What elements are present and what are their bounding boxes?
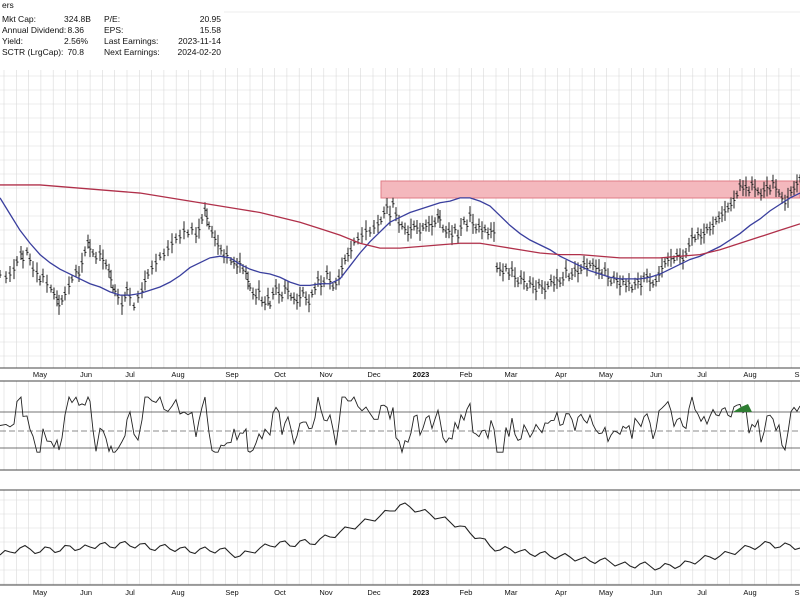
- x-tick-label: Nov: [319, 370, 333, 379]
- chart-title-fragment: ers: [2, 0, 14, 10]
- x-tick-label: Oct: [274, 588, 287, 597]
- x-tick-label: 2023: [413, 588, 430, 597]
- x-tick-label: Aug: [743, 370, 756, 379]
- stat-value-pe: 20.95: [199, 14, 221, 24]
- relative-strength-line: [0, 502, 800, 571]
- stat-value-yield: 2.56%: [64, 36, 89, 46]
- x-tick-label: Aug: [743, 588, 756, 597]
- stat-label-pe: P/E:: [104, 14, 121, 24]
- resistance-zone: [380, 180, 800, 199]
- x-tick-label: Mar: [505, 370, 518, 379]
- x-tick-label: 2023: [413, 370, 430, 379]
- x-tick-label: Sep: [225, 588, 238, 597]
- stat-label-yield: Yield:: [2, 36, 23, 46]
- stat-label-mkt-cap: Mkt Cap:: [2, 14, 37, 24]
- x-tick-label: Sep: [225, 370, 238, 379]
- x-tick-label: Dec: [367, 370, 381, 379]
- ma-short-line: [0, 192, 800, 296]
- stat-label-annual-dividend: Annual Dividend:: [2, 25, 67, 35]
- stat-label-eps: EPS:: [104, 25, 124, 35]
- stat-value-last-earnings: 2023-11-14: [178, 36, 221, 46]
- x-tick-label: Aug: [171, 370, 184, 379]
- x-tick-label: Oct: [274, 370, 287, 379]
- x-tick-label: Jun: [650, 588, 662, 597]
- price-layer: [0, 174, 800, 315]
- rsi-overbought-fill: [733, 404, 752, 412]
- x-tick-label: May: [33, 370, 47, 379]
- x-tick-label: Mar: [505, 588, 518, 597]
- x-tick-label: Jul: [125, 370, 135, 379]
- x-tick-label: Dec: [367, 588, 381, 597]
- stat-label-sctr: SCTR (LrgCap):: [2, 47, 64, 57]
- ma-long-line: [0, 184, 800, 259]
- stat-value-eps: 15.58: [199, 25, 221, 35]
- x-tick-label: Jul: [697, 370, 707, 379]
- x-tick-label: May: [599, 370, 613, 379]
- stat-label-next-earnings: Next Earnings:: [104, 47, 160, 57]
- x-tick-label: May: [599, 588, 613, 597]
- moving-average-layer: [0, 184, 800, 296]
- stat-value-annual-dividend: 8.36: [67, 25, 84, 35]
- stock-info-panel: ers Mkt Cap: 324.8B Annual Dividend: 8.3…: [0, 0, 224, 70]
- stat-value-sctr: 70.8: [67, 47, 84, 57]
- x-tick-label: Apr: [555, 370, 567, 379]
- x-tick-label: Aug: [171, 588, 184, 597]
- x-tick-label: Nov: [319, 588, 333, 597]
- x-tick-label: Feb: [460, 370, 473, 379]
- x-tick-label: Jun: [80, 588, 92, 597]
- x-tick-label: S: [794, 588, 799, 597]
- x-tick-label: S: [794, 370, 799, 379]
- x-axis-labels-price: May Jun Jul Aug Sep Oct Nov Dec 2023 Feb Mar Apr May…: [33, 370, 800, 379]
- x-tick-label: Jun: [650, 370, 662, 379]
- x-tick-label: Feb: [460, 588, 473, 597]
- x-tick-label: May: [33, 588, 47, 597]
- x-tick-label: Jul: [697, 588, 707, 597]
- grid-layer: [0, 11, 800, 585]
- x-tick-label: Apr: [555, 588, 567, 597]
- relative-strength-layer: [0, 502, 800, 571]
- x-axis-labels-rs: May Jun Jul Aug Sep Oct Nov Dec 2023 Feb Mar Apr May…: [33, 588, 800, 597]
- stat-value-next-earnings: 2024-02-20: [177, 47, 221, 57]
- x-tick-label: Jun: [80, 370, 92, 379]
- stat-label-last-earnings: Last Earnings:: [104, 36, 159, 46]
- rsi-layer: [0, 395, 800, 454]
- x-tick-label: Jul: [125, 588, 135, 597]
- stat-value-mkt-cap: 324.8B: [64, 14, 91, 24]
- rsi-line: [0, 395, 800, 454]
